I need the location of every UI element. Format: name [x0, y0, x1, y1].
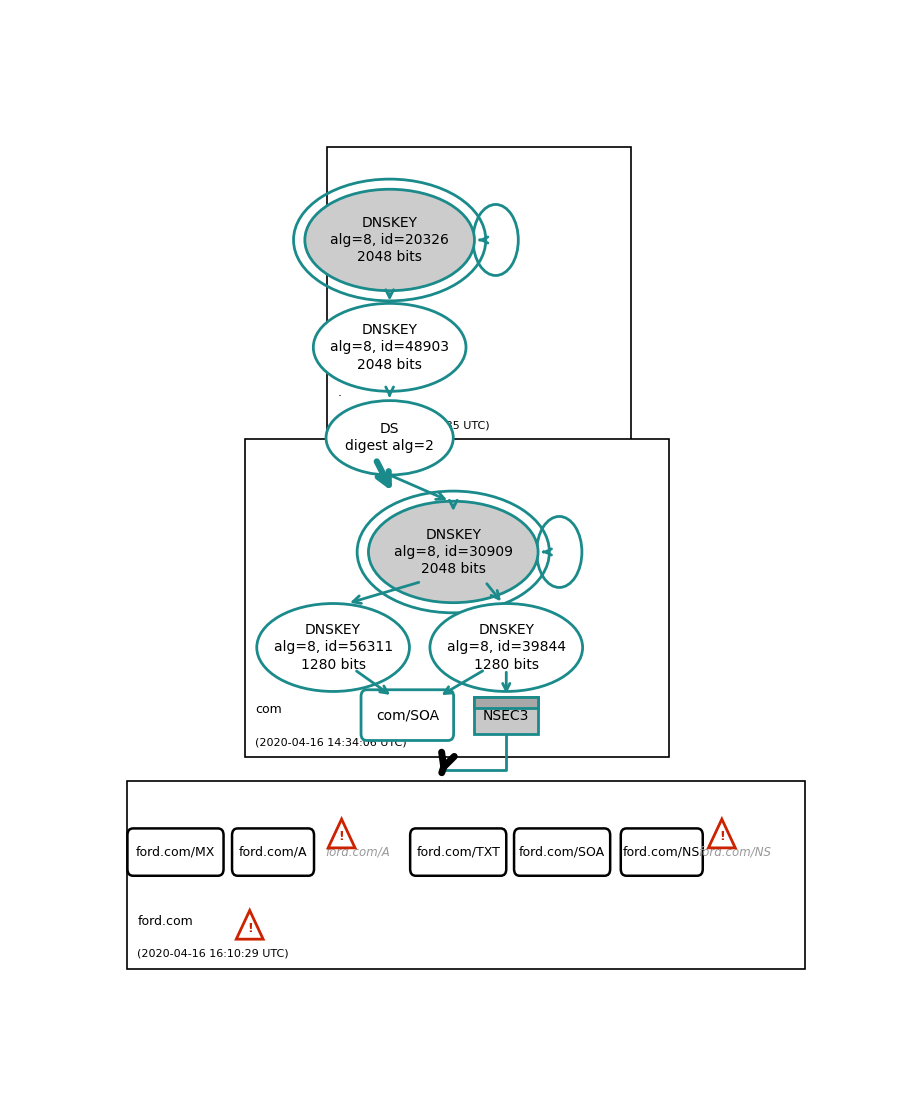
Ellipse shape	[313, 303, 466, 391]
Text: DS
digest alg=2: DS digest alg=2	[345, 422, 434, 453]
Ellipse shape	[304, 189, 474, 291]
Ellipse shape	[326, 401, 453, 475]
Text: DNSKEY
alg=8, id=39844
1280 bits: DNSKEY alg=8, id=39844 1280 bits	[446, 624, 565, 672]
Text: ford.com: ford.com	[138, 915, 193, 928]
FancyBboxPatch shape	[410, 828, 506, 876]
Text: ford.com/MX: ford.com/MX	[136, 845, 215, 859]
Bar	[327, 147, 630, 440]
Text: !: !	[247, 921, 252, 934]
Text: (2020-04-16 12:45:35 UTC): (2020-04-16 12:45:35 UTC)	[338, 421, 489, 430]
Text: (2020-04-16 16:10:29 UTC): (2020-04-16 16:10:29 UTC)	[138, 949, 289, 959]
FancyBboxPatch shape	[620, 828, 702, 876]
Text: NSEC3: NSEC3	[483, 709, 529, 724]
FancyBboxPatch shape	[128, 828, 223, 876]
Text: DNSKEY
alg=8, id=48903
2048 bits: DNSKEY alg=8, id=48903 2048 bits	[330, 323, 448, 371]
FancyBboxPatch shape	[361, 690, 453, 740]
Polygon shape	[236, 910, 263, 939]
Bar	[244, 439, 668, 758]
Text: com: com	[255, 704, 281, 716]
Text: ford.com/TXT: ford.com/TXT	[415, 845, 499, 859]
Bar	[474, 696, 537, 708]
Ellipse shape	[429, 604, 582, 692]
Text: ford.com/SOA: ford.com/SOA	[518, 845, 605, 859]
FancyBboxPatch shape	[231, 828, 313, 876]
Text: DNSKEY
alg=8, id=30909
2048 bits: DNSKEY alg=8, id=30909 2048 bits	[394, 528, 512, 576]
Text: ford.com/NS: ford.com/NS	[697, 845, 770, 859]
Polygon shape	[708, 819, 734, 848]
Bar	[127, 781, 804, 968]
Ellipse shape	[257, 604, 409, 692]
FancyBboxPatch shape	[514, 828, 609, 876]
Text: !: !	[338, 830, 344, 843]
Text: .: .	[338, 386, 342, 400]
Text: com/SOA: com/SOA	[375, 708, 438, 722]
Bar	[474, 696, 537, 733]
Text: DNSKEY
alg=8, id=56311
1280 bits: DNSKEY alg=8, id=56311 1280 bits	[273, 624, 393, 672]
Text: DNSKEY
alg=8, id=20326
2048 bits: DNSKEY alg=8, id=20326 2048 bits	[330, 215, 448, 265]
Text: !: !	[718, 830, 724, 843]
Ellipse shape	[368, 501, 537, 603]
Text: ford.com/A: ford.com/A	[239, 845, 307, 859]
Polygon shape	[328, 819, 354, 848]
Text: ford.com/NS: ford.com/NS	[622, 845, 700, 859]
Text: (2020-04-16 14:34:06 UTC): (2020-04-16 14:34:06 UTC)	[255, 738, 406, 748]
Text: ford.com/A: ford.com/A	[325, 845, 390, 859]
